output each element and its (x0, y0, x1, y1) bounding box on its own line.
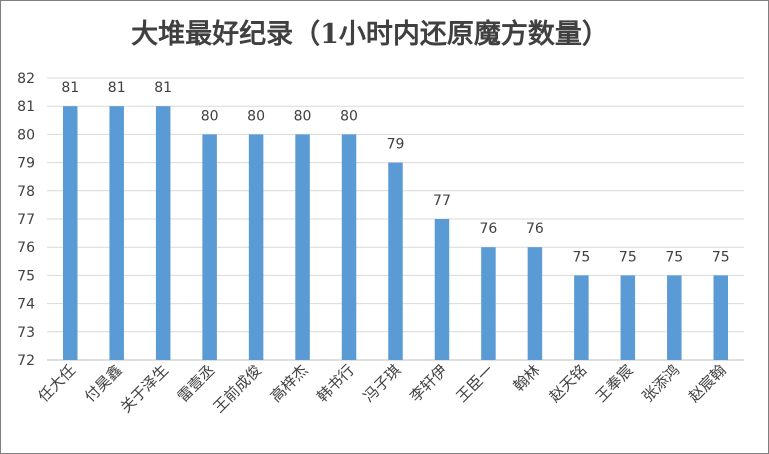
x-tick-label: 高梓杰 (267, 361, 312, 406)
y-tick-label: 80 (17, 127, 35, 143)
bar (62, 106, 78, 360)
x-tick-label: 任大任 (35, 361, 80, 406)
x-tick-label: 张添鸿 (639, 361, 684, 406)
data-label: 80 (340, 108, 358, 124)
bar (295, 134, 310, 360)
x-tick-label: 王臣一 (453, 361, 498, 406)
data-label: 80 (294, 108, 312, 124)
x-tick-label: 冯子琪 (360, 361, 405, 406)
bar (155, 106, 171, 360)
data-label: 79 (387, 137, 405, 153)
x-tick-label: 赵宸翰 (685, 361, 730, 406)
bar (481, 247, 496, 360)
x-tick-label: 雷壹丞 (174, 361, 219, 406)
bar (713, 275, 729, 360)
data-label: 81 (108, 80, 126, 96)
data-label: 76 (480, 221, 498, 237)
data-label: 80 (247, 108, 265, 124)
y-tick-label: 79 (17, 156, 35, 172)
y-tick-label: 78 (17, 184, 35, 200)
bar (109, 106, 124, 360)
x-tick-label: 李轩伊 (406, 361, 451, 406)
data-label: 77 (433, 193, 451, 209)
bar (667, 275, 682, 360)
y-tick-label: 72 (17, 353, 35, 369)
y-tick-label: 76 (17, 240, 35, 256)
data-label: 75 (712, 249, 730, 265)
bar (202, 134, 217, 360)
data-label: 80 (201, 108, 219, 124)
data-label: 76 (526, 221, 544, 237)
y-tick-label: 73 (17, 325, 35, 341)
bar (341, 134, 357, 360)
y-tick-label: 81 (17, 99, 35, 115)
y-tick-label: 74 (17, 297, 35, 313)
data-label: 75 (665, 249, 683, 265)
data-label: 81 (61, 80, 79, 96)
data-label: 75 (619, 249, 637, 265)
y-axis: 72 73 74 75 76 77 78 79 80 81 82 (17, 71, 35, 369)
x-tick-label: 关于泽生 (117, 361, 172, 416)
bars (62, 106, 729, 360)
bar (388, 162, 403, 360)
bar (248, 134, 264, 360)
x-tick-label: 王前成俊 (210, 361, 265, 416)
x-tick-label: 付昊鑫 (81, 361, 126, 406)
chart-title: 大堆最好纪录（1小时内还原魔方数量） (131, 18, 609, 50)
x-tick-label: 王奉宸 (592, 361, 637, 406)
x-tick-label: 韩书行 (313, 361, 358, 406)
bar (434, 219, 450, 360)
y-tick-label: 82 (17, 71, 35, 87)
bar (574, 275, 589, 360)
data-label: 75 (572, 249, 590, 265)
y-tick-label: 75 (17, 268, 35, 284)
data-label: 81 (154, 80, 172, 96)
bar (620, 275, 636, 360)
x-tick-label: 赵天铭 (546, 361, 591, 406)
bar (527, 247, 543, 360)
data-labels: 81 81 81 80 80 80 80 79 77 76 76 75 75 75 75 (61, 80, 729, 265)
y-tick-label: 77 (17, 212, 35, 228)
x-tick-label: 翰林 (510, 361, 544, 395)
